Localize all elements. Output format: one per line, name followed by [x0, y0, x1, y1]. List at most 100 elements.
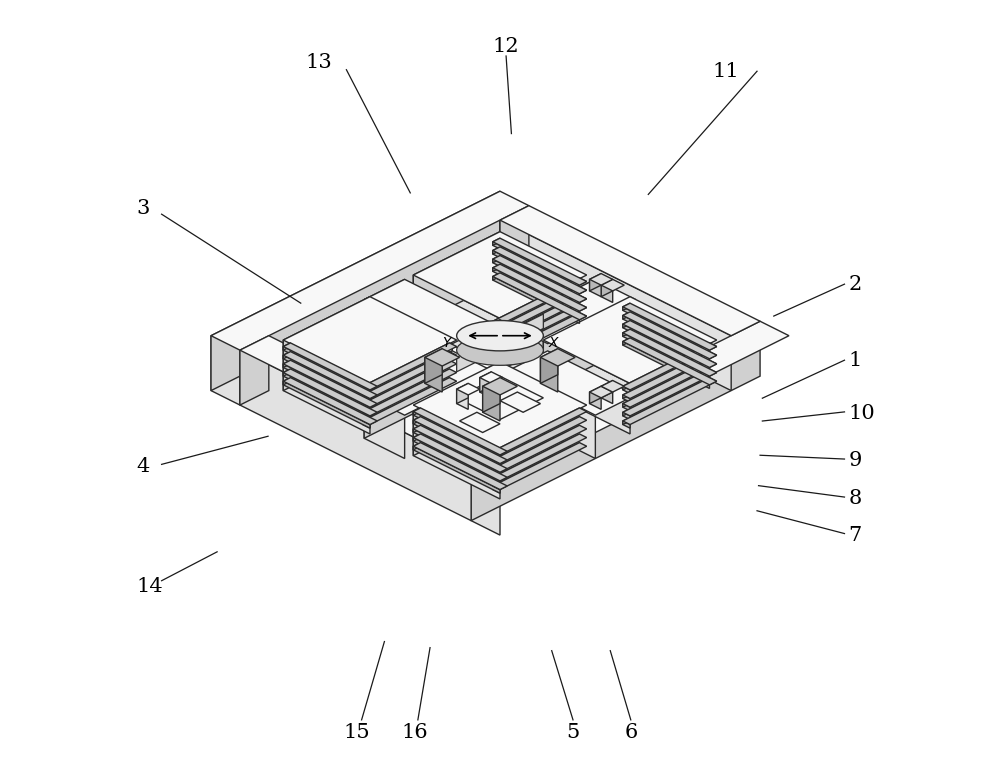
Polygon shape	[283, 369, 290, 376]
Polygon shape	[493, 408, 587, 455]
Polygon shape	[413, 425, 421, 433]
Polygon shape	[460, 412, 500, 433]
Polygon shape	[240, 336, 500, 466]
Polygon shape	[623, 312, 717, 358]
Polygon shape	[623, 378, 710, 424]
Polygon shape	[493, 238, 587, 285]
Text: 9: 9	[848, 451, 862, 470]
Polygon shape	[363, 369, 457, 416]
Text: 7: 7	[848, 525, 862, 545]
Polygon shape	[601, 381, 624, 392]
Polygon shape	[493, 451, 500, 459]
Polygon shape	[623, 343, 717, 390]
Text: Y: Y	[442, 336, 451, 350]
Polygon shape	[500, 205, 760, 336]
Polygon shape	[623, 320, 717, 368]
Polygon shape	[493, 295, 587, 342]
Polygon shape	[364, 280, 405, 343]
Polygon shape	[283, 355, 370, 402]
Polygon shape	[483, 320, 517, 337]
Polygon shape	[543, 296, 717, 383]
Polygon shape	[283, 378, 290, 385]
Polygon shape	[283, 372, 370, 420]
Text: 14: 14	[137, 578, 163, 596]
Polygon shape	[493, 286, 587, 333]
Polygon shape	[623, 360, 710, 408]
Polygon shape	[623, 320, 630, 328]
Polygon shape	[413, 417, 421, 424]
Polygon shape	[471, 321, 760, 521]
Polygon shape	[363, 352, 449, 398]
Polygon shape	[283, 378, 377, 424]
Polygon shape	[623, 421, 630, 428]
Polygon shape	[457, 398, 500, 434]
Polygon shape	[363, 360, 457, 408]
Polygon shape	[283, 352, 290, 358]
Polygon shape	[413, 231, 500, 326]
Polygon shape	[363, 386, 370, 394]
Polygon shape	[493, 278, 587, 325]
Polygon shape	[457, 383, 468, 404]
Ellipse shape	[457, 335, 543, 365]
Polygon shape	[493, 313, 579, 359]
Polygon shape	[493, 313, 587, 359]
Polygon shape	[413, 405, 500, 499]
Polygon shape	[364, 280, 493, 344]
Polygon shape	[493, 330, 500, 337]
Polygon shape	[493, 277, 579, 323]
Polygon shape	[363, 404, 370, 411]
Text: 5: 5	[566, 723, 580, 742]
Polygon shape	[413, 275, 500, 369]
Polygon shape	[500, 392, 517, 408]
Polygon shape	[471, 321, 789, 480]
Text: 15: 15	[344, 723, 370, 742]
Polygon shape	[283, 364, 370, 411]
Polygon shape	[413, 429, 500, 476]
Polygon shape	[493, 477, 500, 485]
Polygon shape	[460, 421, 483, 440]
Polygon shape	[623, 395, 630, 402]
Polygon shape	[457, 314, 543, 372]
Text: 10: 10	[848, 404, 875, 423]
Polygon shape	[601, 381, 613, 398]
Polygon shape	[413, 434, 507, 481]
Polygon shape	[493, 264, 500, 271]
Polygon shape	[623, 343, 710, 390]
Polygon shape	[413, 447, 500, 493]
Polygon shape	[500, 220, 731, 391]
Polygon shape	[493, 304, 579, 351]
Polygon shape	[283, 343, 290, 350]
Polygon shape	[480, 372, 491, 392]
Polygon shape	[623, 329, 630, 336]
Polygon shape	[500, 205, 529, 275]
Polygon shape	[457, 389, 468, 409]
Polygon shape	[413, 437, 500, 485]
Polygon shape	[623, 412, 630, 420]
Polygon shape	[283, 296, 457, 383]
Polygon shape	[623, 404, 630, 411]
Polygon shape	[483, 378, 500, 412]
Text: 13: 13	[306, 53, 332, 71]
Polygon shape	[425, 349, 460, 366]
Polygon shape	[623, 316, 710, 362]
Polygon shape	[413, 411, 500, 459]
Polygon shape	[483, 320, 500, 355]
Polygon shape	[590, 386, 613, 398]
Polygon shape	[364, 300, 452, 387]
Polygon shape	[493, 321, 500, 329]
Polygon shape	[623, 338, 717, 385]
Polygon shape	[364, 351, 493, 415]
Polygon shape	[493, 268, 579, 315]
Polygon shape	[493, 469, 500, 476]
Polygon shape	[425, 358, 442, 392]
Polygon shape	[493, 247, 500, 254]
Polygon shape	[211, 336, 240, 405]
Polygon shape	[493, 247, 587, 294]
Text: 3: 3	[137, 198, 150, 218]
Polygon shape	[493, 304, 587, 351]
Polygon shape	[623, 352, 710, 398]
Polygon shape	[623, 369, 710, 416]
Polygon shape	[623, 386, 630, 394]
Polygon shape	[413, 231, 587, 319]
Polygon shape	[240, 350, 471, 521]
